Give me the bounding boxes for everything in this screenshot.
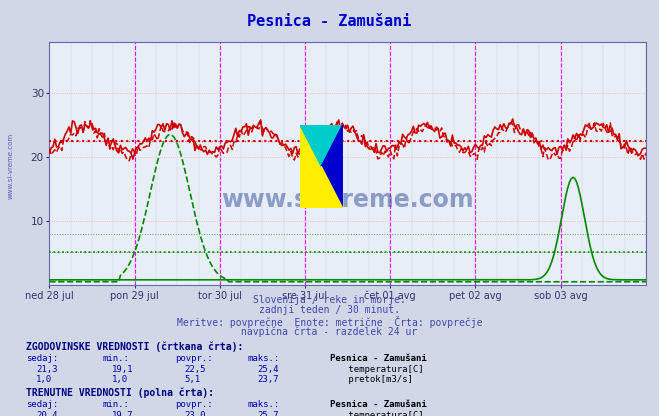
Text: 22,5: 22,5 [185, 365, 206, 374]
Text: www.si-vreme.com: www.si-vreme.com [8, 134, 14, 199]
Text: maks.:: maks.: [247, 354, 279, 364]
Text: 21,3: 21,3 [36, 365, 58, 374]
Text: min.:: min.: [102, 354, 129, 364]
Text: www.si-vreme.com: www.si-vreme.com [221, 188, 474, 212]
Polygon shape [300, 166, 343, 208]
Text: povpr.:: povpr.: [175, 400, 212, 409]
Text: TRENUTNE VREDNOSTI (polna črta):: TRENUTNE VREDNOSTI (polna črta): [26, 388, 214, 398]
Text: sedaj:: sedaj: [26, 400, 59, 409]
Text: min.:: min.: [102, 400, 129, 409]
Text: 19,1: 19,1 [112, 365, 134, 374]
Text: temperatura[C]: temperatura[C] [343, 365, 423, 374]
Text: navpična črta - razdelek 24 ur: navpična črta - razdelek 24 ur [241, 327, 418, 337]
Text: Pesnica - Zamušani: Pesnica - Zamušani [330, 400, 426, 409]
Text: zadnji teden / 30 minut.: zadnji teden / 30 minut. [259, 305, 400, 315]
Text: 23,0: 23,0 [185, 411, 206, 416]
Text: maks.:: maks.: [247, 400, 279, 409]
Text: 20,4: 20,4 [36, 411, 58, 416]
Text: 1,0: 1,0 [36, 375, 52, 384]
Text: sedaj:: sedaj: [26, 354, 59, 364]
Text: 1,0: 1,0 [112, 375, 128, 384]
Polygon shape [322, 125, 343, 208]
Text: temperatura[C]: temperatura[C] [343, 411, 423, 416]
Polygon shape [300, 125, 343, 166]
Text: Meritve: povprečne  Enote: metrične  Črta: povprečje: Meritve: povprečne Enote: metrične Črta:… [177, 316, 482, 328]
Text: ZGODOVINSKE VREDNOSTI (črtkana črta):: ZGODOVINSKE VREDNOSTI (črtkana črta): [26, 342, 244, 352]
Text: povpr.:: povpr.: [175, 354, 212, 364]
Text: 5,1: 5,1 [185, 375, 200, 384]
Text: 19,7: 19,7 [112, 411, 134, 416]
Text: Pesnica - Zamušani: Pesnica - Zamušani [247, 14, 412, 29]
Text: 25,4: 25,4 [257, 365, 279, 374]
Text: Slovenija / reke in morje.: Slovenija / reke in morje. [253, 295, 406, 305]
Text: Pesnica - Zamušani: Pesnica - Zamušani [330, 354, 426, 364]
Text: pretok[m3/s]: pretok[m3/s] [343, 375, 413, 384]
Text: 25,7: 25,7 [257, 411, 279, 416]
Polygon shape [300, 125, 322, 208]
Text: 23,7: 23,7 [257, 375, 279, 384]
